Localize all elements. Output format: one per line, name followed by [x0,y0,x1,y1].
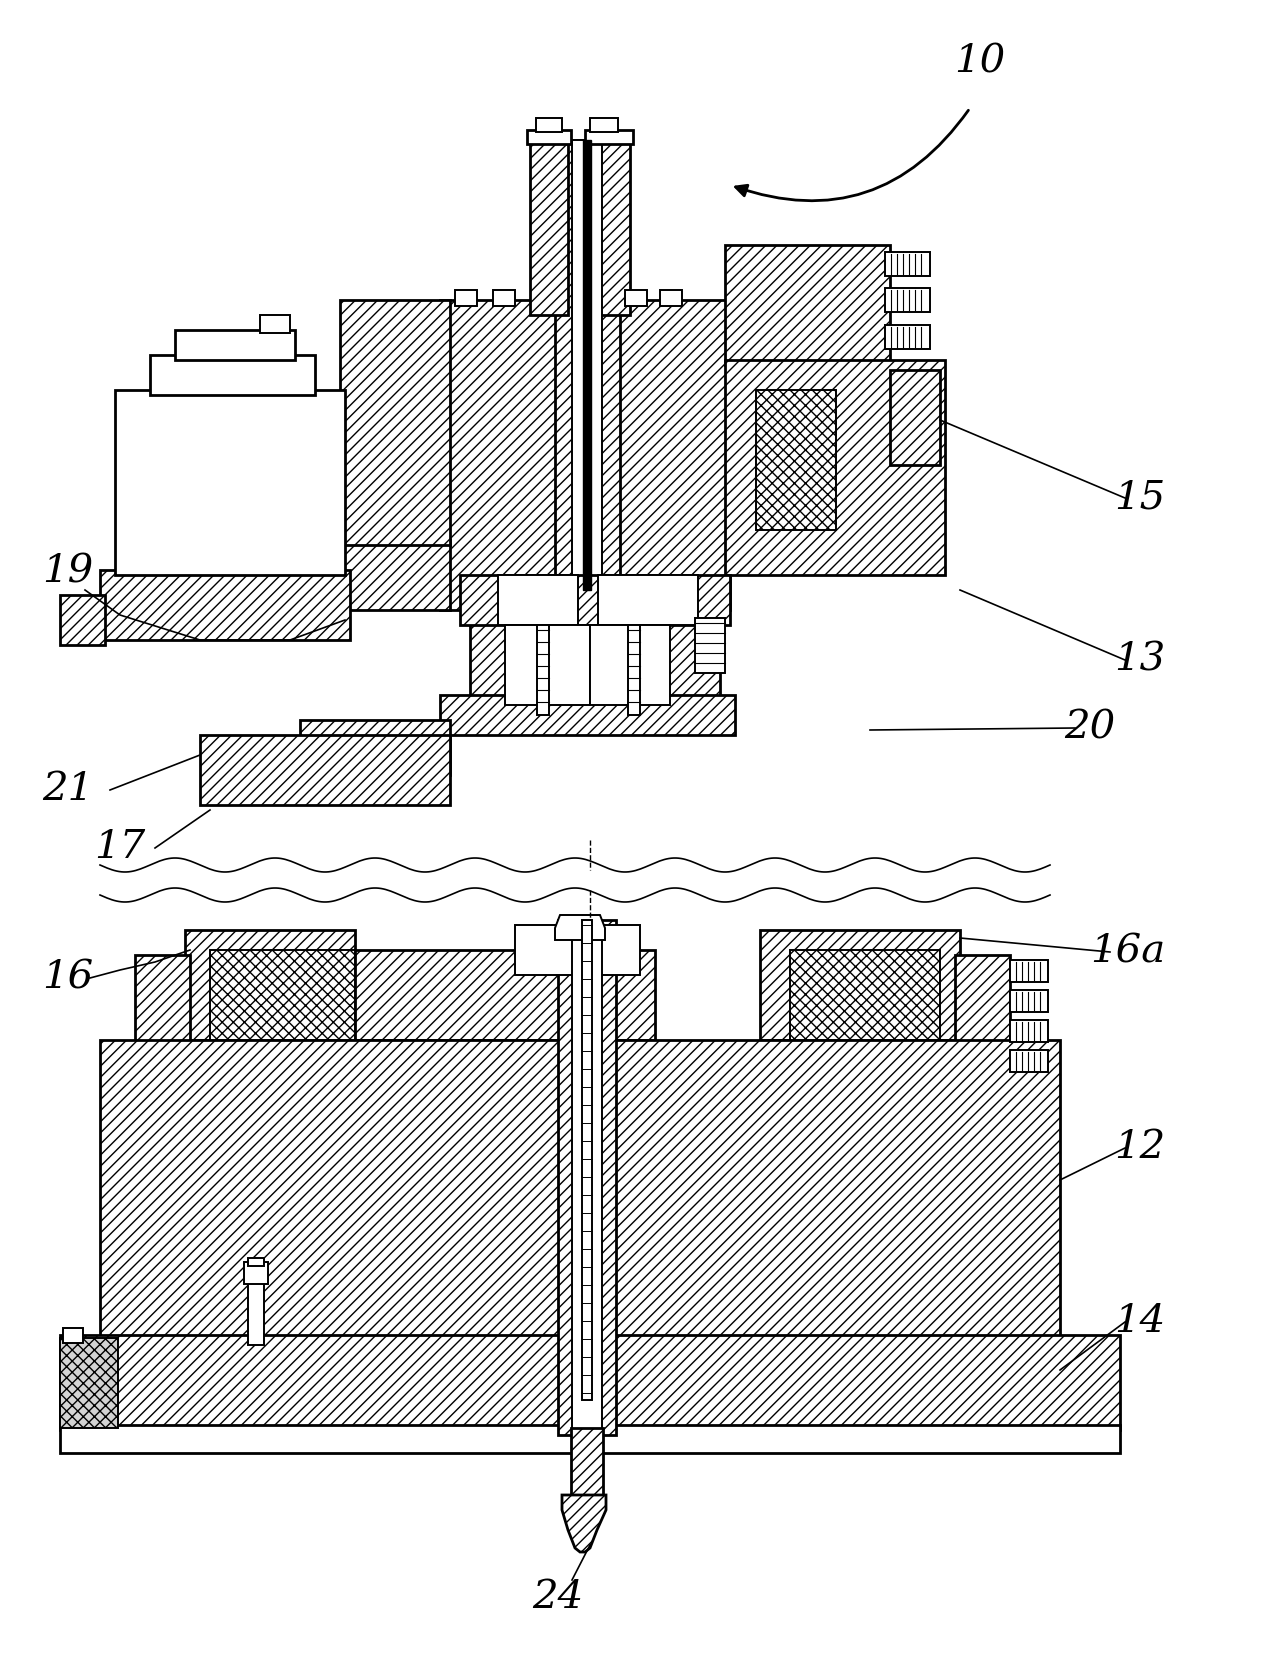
Bar [572,140,602,590]
Bar [210,951,355,1040]
Bar [527,130,571,145]
Bar [583,140,592,590]
Bar [598,575,698,625]
Text: 10: 10 [954,43,1006,80]
Bar [572,921,602,1434]
Bar [694,618,725,673]
Bar [498,575,577,625]
Bar [514,926,640,976]
Text: 17: 17 [94,829,145,866]
Text: 20: 20 [1065,710,1116,746]
Bar [538,625,549,715]
Bar [583,921,592,1399]
Bar [340,301,450,545]
Bar [885,288,930,312]
Bar [588,140,630,316]
Bar [248,1258,264,1266]
Bar [440,301,730,610]
Bar [175,331,294,361]
Text: 13: 13 [1115,642,1165,678]
Polygon shape [556,916,604,941]
Bar [455,289,477,306]
Text: 14: 14 [1115,1303,1165,1341]
Bar [1010,961,1048,982]
Bar [300,720,450,774]
Bar [340,540,450,610]
Bar [201,735,450,804]
Bar [790,951,940,1040]
Bar [100,1040,1060,1340]
Bar [628,625,640,715]
Text: 16a: 16a [1091,934,1165,971]
Bar [63,1328,84,1343]
Bar [60,1338,118,1428]
Bar [460,575,730,625]
Bar [1010,1050,1048,1072]
Text: 15: 15 [1115,480,1165,517]
Bar [756,391,836,530]
Bar [505,625,590,705]
Bar [590,625,670,705]
Text: 16: 16 [42,959,94,997]
Bar [150,356,315,396]
Bar [625,289,647,306]
Bar [530,140,568,316]
Bar [760,931,961,1040]
Bar [725,361,945,575]
Text: 21: 21 [42,771,94,808]
Bar [100,570,350,640]
Bar [260,316,291,332]
Bar [185,931,355,1040]
Bar [469,620,720,710]
Bar [660,289,682,306]
Bar [585,130,633,145]
Bar [493,289,514,306]
Bar [60,595,105,645]
Bar [556,140,620,590]
Bar [1010,991,1048,1012]
Bar [885,326,930,349]
Text: 24: 24 [532,1579,584,1617]
Bar [60,1335,1120,1429]
Bar [571,1428,603,1497]
Bar [440,695,736,735]
Bar [248,1280,264,1345]
Bar [725,244,890,366]
Bar [60,1424,1120,1453]
Bar [890,371,940,465]
Text: 12: 12 [1115,1130,1165,1167]
Polygon shape [562,1496,606,1552]
Bar [955,956,1010,1045]
Bar [1010,1020,1048,1042]
Bar [135,956,190,1045]
Bar [536,118,562,131]
Bar [114,391,345,575]
Bar [885,253,930,276]
Bar [558,921,616,1434]
Bar [244,1261,267,1285]
Text: 19: 19 [42,553,94,590]
Bar [590,118,619,131]
Bar [355,951,655,1040]
